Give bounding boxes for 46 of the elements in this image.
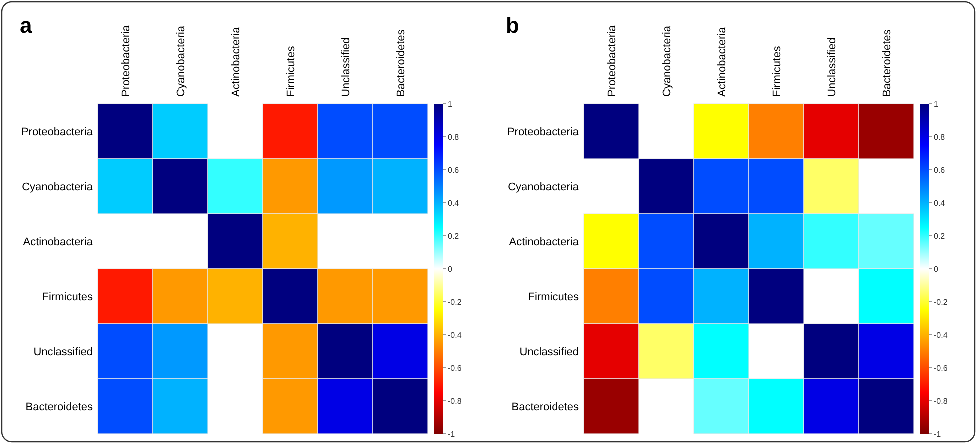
x-tick-label: Bacteroidetes [882, 29, 894, 97]
color-bar-label: -0.8 [934, 397, 948, 406]
color-bar-label: -0.4 [934, 331, 948, 340]
chart-title: b [506, 13, 520, 38]
y-tick-label: Cyanobacteria [22, 182, 94, 194]
color-bar-label: 0.2 [448, 232, 460, 241]
color-bar-label: 0.4 [448, 199, 460, 208]
color-bar-label: 0 [448, 265, 453, 274]
y-tick-label: Unclassified [520, 346, 579, 358]
x-tick-label: Bacteroidetes [396, 29, 408, 97]
color-bar-label: 0.8 [934, 133, 946, 142]
y-tick-label: Cyanobacteria [508, 182, 580, 194]
color-bar-label: -0.2 [934, 298, 948, 307]
color-bar-label: -0.8 [448, 397, 462, 406]
x-tick-label: Actinobacteria [716, 26, 728, 97]
color-bar-label: 0.4 [934, 199, 946, 208]
color-bar-label: 1 [448, 100, 453, 109]
color-bar-label: 0.2 [934, 232, 946, 241]
color-bar-label: 0.6 [448, 166, 460, 175]
color-bar-label: -0.4 [448, 331, 462, 340]
y-tick-label: Unclassified [34, 346, 93, 358]
x-tick-label: Cyanobacteria [662, 25, 674, 97]
color-bar-label: -1 [448, 430, 456, 439]
x-tick-label: Firmicutes [286, 46, 298, 97]
y-tick-label: Firmicutes [528, 292, 580, 304]
color-bar-label: 0 [934, 265, 939, 274]
y-tick-label: Proteobacteria [507, 126, 580, 138]
x-tick-label: Firmicutes [772, 46, 784, 97]
x-tick-label: Cyanobacteria [176, 25, 188, 97]
y-tick-label: Firmicutes [42, 292, 94, 304]
color-bar-label: -0.6 [448, 364, 462, 373]
x-tick-label: Actinobacteria [230, 26, 242, 97]
x-tick-label: Unclassified [340, 38, 352, 97]
chart-title: a [20, 13, 33, 38]
x-tick-label: Unclassified [826, 38, 838, 97]
color-bar-label: -1 [934, 430, 942, 439]
color-bar-label: 1 [934, 100, 939, 109]
color-bar-label: -0.6 [934, 364, 948, 373]
color-bar-label: 0.8 [448, 133, 460, 142]
y-tick-label: Actinobacteria [509, 236, 580, 248]
y-tick-label: Actinobacteria [23, 236, 94, 248]
color-bar-label: 0.6 [934, 166, 946, 175]
y-tick-label: Bacteroidetes [512, 402, 580, 414]
color-bar-label: -0.2 [448, 298, 462, 307]
y-tick-label: Bacteroidetes [26, 402, 94, 414]
y-tick-label: Proteobacteria [21, 126, 94, 138]
